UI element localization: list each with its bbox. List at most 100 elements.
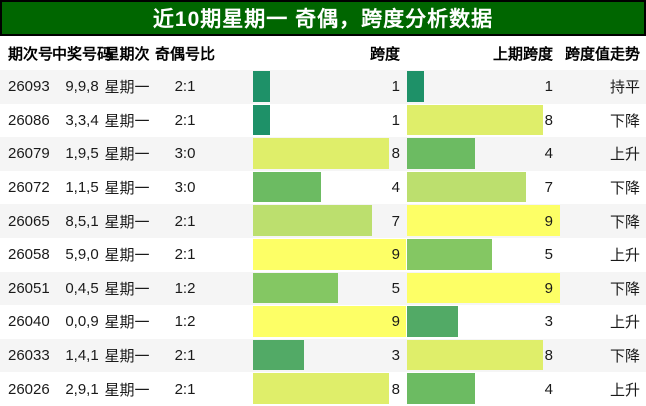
weekday-cell: 星期一 bbox=[104, 146, 150, 164]
period-cell: 26072 bbox=[8, 179, 50, 197]
prev-span-value: 3 bbox=[544, 313, 553, 331]
prev-span-value: 9 bbox=[544, 212, 553, 230]
span-bar bbox=[253, 104, 270, 136]
winning-numbers-cell: 5,9,0 bbox=[65, 246, 99, 264]
span-value: 1 bbox=[391, 111, 400, 129]
winning-numbers-cell: 0,4,5 bbox=[65, 279, 99, 297]
weekday-cell: 星期一 bbox=[104, 112, 150, 130]
span-bar bbox=[253, 171, 321, 203]
winning-numbers-cell: 1,4,1 bbox=[65, 347, 99, 365]
table-row: 26026 2,9,1 星期一 2:1 8 4 上升 bbox=[0, 372, 646, 406]
trend-cell: 上升 bbox=[609, 381, 640, 399]
prev-span-bar bbox=[407, 238, 492, 270]
prev-span-bar bbox=[407, 272, 560, 304]
prev-span-value: 9 bbox=[544, 279, 553, 297]
odd-even-ratio-cell: 1:2 bbox=[174, 313, 196, 331]
period-cell: 26040 bbox=[8, 313, 50, 331]
span-value: 8 bbox=[391, 380, 400, 398]
period-cell: 26093 bbox=[8, 78, 50, 96]
prev-span-bar bbox=[407, 373, 475, 404]
winning-numbers-cell: 8,5,1 bbox=[65, 212, 99, 230]
prev-span-bar bbox=[407, 71, 424, 102]
weekday-cell: 星期一 bbox=[104, 79, 150, 97]
odd-even-ratio-cell: 3:0 bbox=[174, 145, 196, 163]
prev-span-bar bbox=[407, 104, 543, 136]
span-value: 7 bbox=[391, 212, 400, 230]
trend-cell: 持平 bbox=[609, 79, 640, 97]
weekday-cell: 星期一 bbox=[104, 348, 150, 366]
period-cell: 26051 bbox=[8, 279, 50, 297]
weekday-cell: 星期一 bbox=[104, 381, 150, 399]
odd-even-ratio-cell: 3:0 bbox=[174, 179, 196, 197]
winning-numbers-cell: 9,9,8 bbox=[65, 78, 99, 96]
odd-even-ratio-cell: 1:2 bbox=[174, 279, 196, 297]
table-header-row: 期次号 中奖号码 星期次 奇偶号比 跨度 上期跨度 跨度值走势 bbox=[0, 36, 646, 70]
table-row: 26033 1,4,1 星期一 2:1 3 8 下降 bbox=[0, 338, 646, 373]
span-bar bbox=[253, 138, 389, 169]
prev-span-bar bbox=[407, 205, 560, 236]
period-cell: 26033 bbox=[8, 347, 50, 365]
column-header-weekday: 星期次 bbox=[104, 45, 150, 63]
span-value: 9 bbox=[391, 313, 400, 331]
column-header-prev-span: 上期跨度 bbox=[492, 45, 553, 63]
weekday-cell: 星期一 bbox=[104, 180, 150, 198]
span-bar bbox=[253, 272, 338, 304]
column-header-period: 期次号 bbox=[8, 45, 54, 63]
trend-cell: 下降 bbox=[609, 112, 640, 130]
weekday-cell: 星期一 bbox=[104, 314, 150, 332]
trend-cell: 上升 bbox=[609, 146, 640, 164]
prev-span-bar bbox=[407, 138, 475, 169]
span-bar bbox=[253, 373, 389, 404]
span-bar bbox=[253, 205, 372, 236]
table-row: 26065 8,5,1 星期一 2:1 7 9 下降 bbox=[0, 204, 646, 238]
odd-even-ratio-cell: 2:1 bbox=[174, 212, 196, 230]
column-header-winning-numbers: 中奖号码 bbox=[52, 45, 113, 63]
winning-numbers-cell: 1,9,5 bbox=[65, 145, 99, 163]
span-bar bbox=[253, 306, 406, 337]
trend-cell: 下降 bbox=[609, 180, 640, 198]
table-body: 26093 9,9,8 星期一 2:1 1 1 持平 26086 3,3,4 星… bbox=[0, 70, 646, 406]
span-value: 4 bbox=[391, 179, 400, 197]
prev-span-value: 1 bbox=[544, 78, 553, 96]
prev-span-value: 4 bbox=[544, 145, 553, 163]
span-bar bbox=[253, 71, 270, 102]
winning-numbers-cell: 3,3,4 bbox=[65, 111, 99, 129]
trend-cell: 下降 bbox=[609, 213, 640, 231]
weekday-cell: 星期一 bbox=[104, 280, 150, 298]
table-row: 26079 1,9,5 星期一 3:0 8 4 上升 bbox=[0, 137, 646, 171]
period-cell: 26058 bbox=[8, 246, 50, 264]
prev-span-bar bbox=[407, 306, 458, 337]
odd-even-ratio-cell: 2:1 bbox=[174, 111, 196, 129]
winning-numbers-cell: 1,1,5 bbox=[65, 179, 99, 197]
table-row: 26040 0,0,9 星期一 1:2 9 3 上升 bbox=[0, 305, 646, 339]
table-row: 26051 0,4,5 星期一 1:2 5 9 下降 bbox=[0, 271, 646, 306]
span-value: 9 bbox=[391, 246, 400, 264]
winning-numbers-cell: 2,9,1 bbox=[65, 380, 99, 398]
odd-even-ratio-cell: 2:1 bbox=[174, 246, 196, 264]
column-header-odd-even-ratio: 奇偶号比 bbox=[154, 45, 215, 63]
odd-even-ratio-cell: 2:1 bbox=[174, 347, 196, 365]
weekday-cell: 星期一 bbox=[104, 213, 150, 231]
prev-span-bar bbox=[407, 171, 526, 203]
span-value: 8 bbox=[391, 145, 400, 163]
column-header-span-trend: 跨度值走势 bbox=[564, 45, 640, 63]
prev-span-value: 7 bbox=[544, 179, 553, 197]
winning-numbers-cell: 0,0,9 bbox=[65, 313, 99, 331]
trend-cell: 上升 bbox=[609, 314, 640, 332]
trend-cell: 下降 bbox=[609, 348, 640, 366]
weekday-cell: 星期一 bbox=[104, 247, 150, 265]
prev-span-value: 8 bbox=[544, 347, 553, 365]
odd-even-ratio-cell: 2:1 bbox=[174, 78, 196, 96]
table-row: 26093 9,9,8 星期一 2:1 1 1 持平 bbox=[0, 70, 646, 104]
prev-span-bar bbox=[407, 339, 543, 371]
prev-span-value: 4 bbox=[544, 380, 553, 398]
table-row: 26058 5,9,0 星期一 2:1 9 5 上升 bbox=[0, 237, 646, 272]
span-value: 1 bbox=[391, 78, 400, 96]
column-header-span: 跨度 bbox=[369, 45, 400, 63]
table-row: 26086 3,3,4 星期一 2:1 1 8 下降 bbox=[0, 103, 646, 138]
trend-cell: 上升 bbox=[609, 247, 640, 265]
page-title: 近10期星期一 奇偶，跨度分析数据 bbox=[0, 0, 646, 36]
period-cell: 26026 bbox=[8, 380, 50, 398]
period-cell: 26065 bbox=[8, 212, 50, 230]
